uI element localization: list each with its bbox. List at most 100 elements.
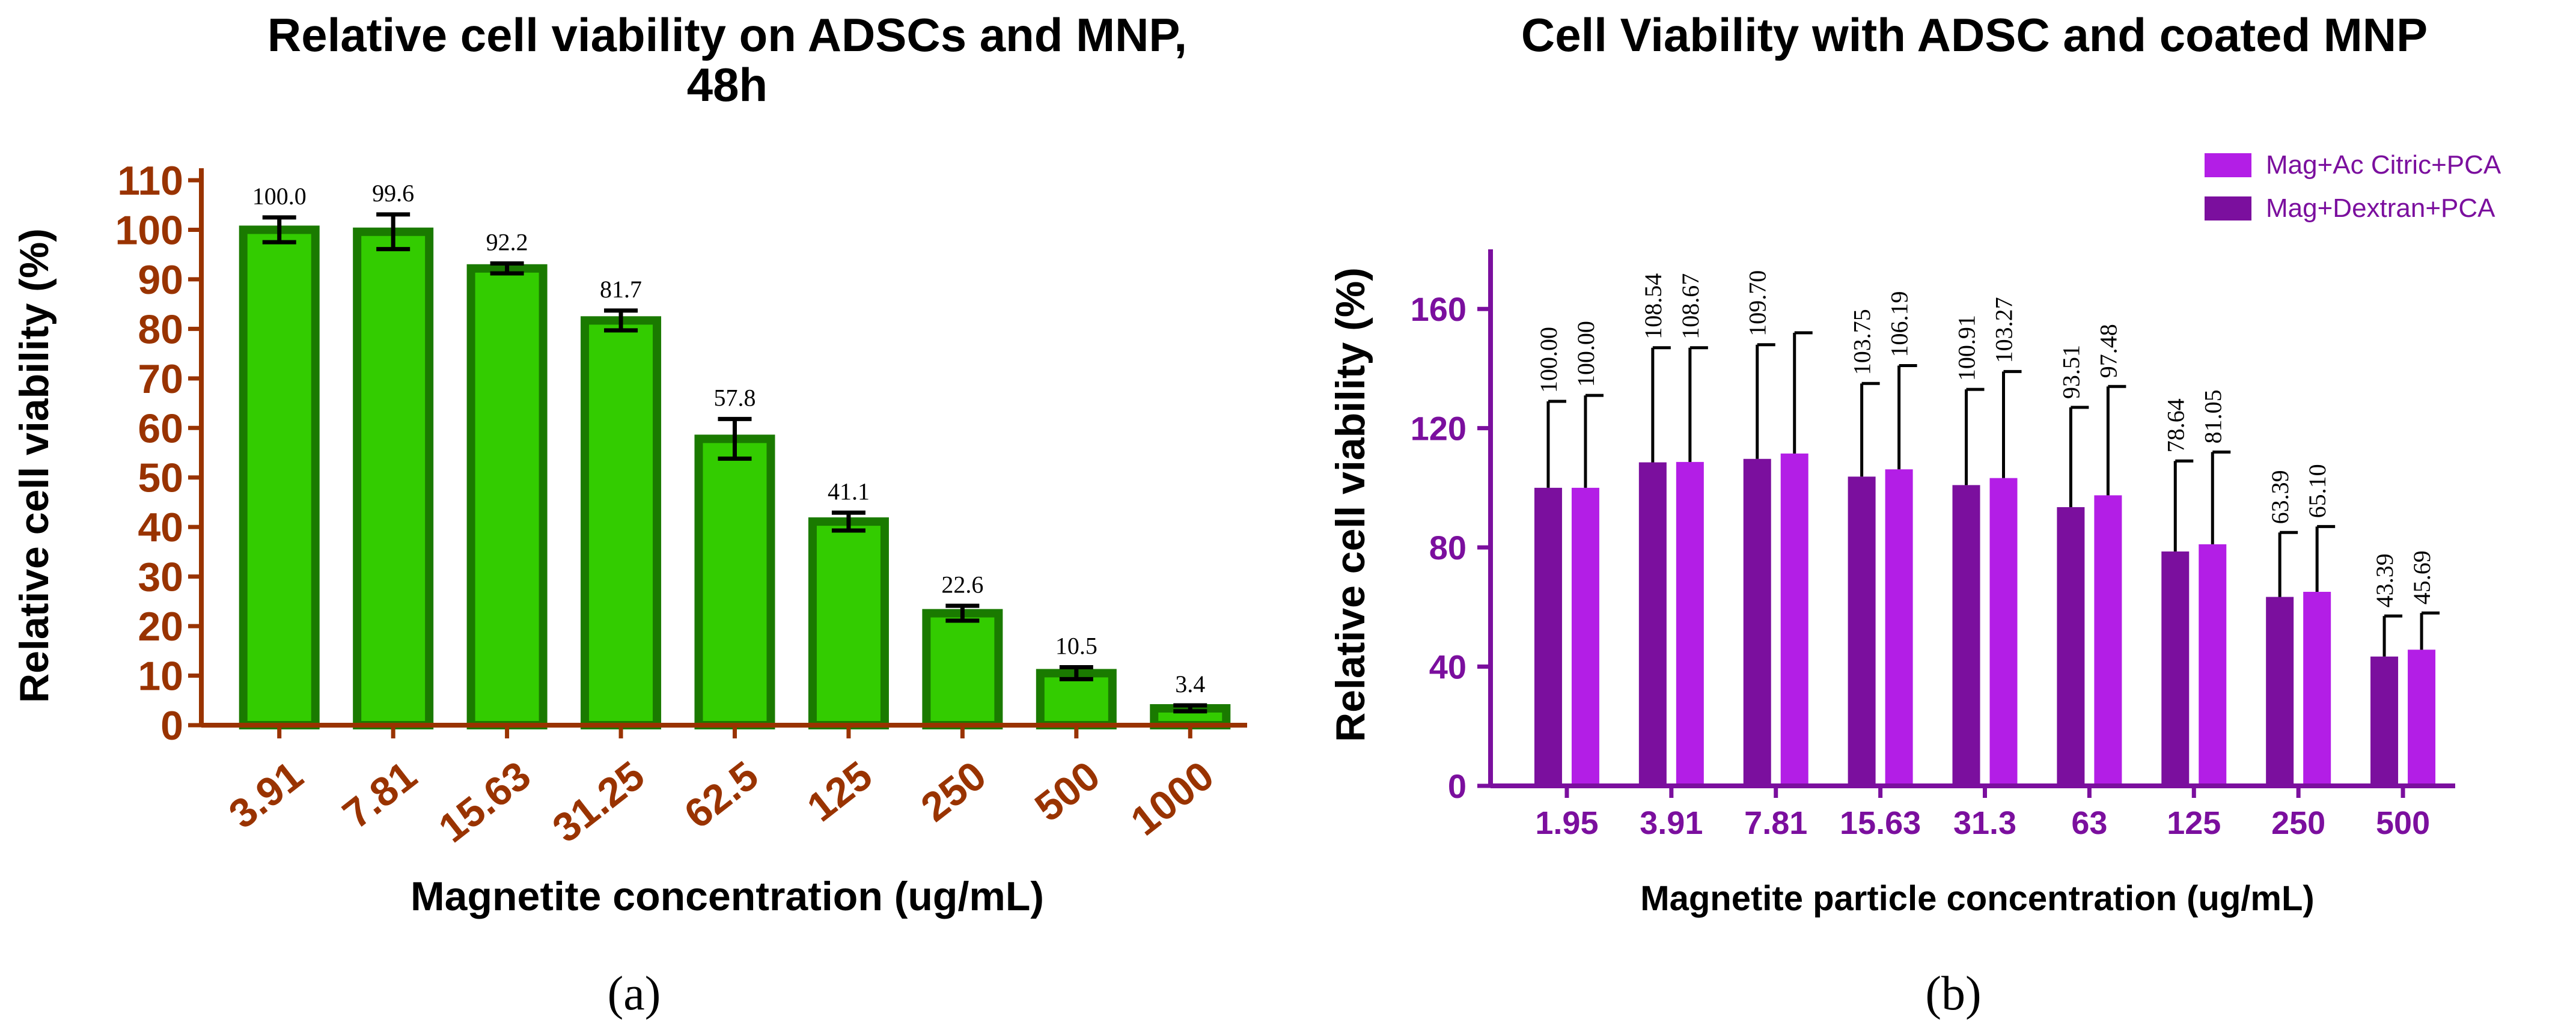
chart-a-x-tick-label-7.81: 7.81 [334,752,425,837]
chart-b-bar-mag-ac-citric-pca-1.95 [1571,487,1599,786]
chart-a-bar-125 [808,517,889,729]
chart-a-bar-7.81 [353,227,434,729]
chart-a-y-tick-label-11: 110 [117,158,183,204]
chart-b: Cell Viability with ADSC and coated MNP … [1328,8,2501,1020]
chart-b-data-label-mag-ac-citric-pca-125: 81.05 [2199,389,2226,443]
chart-a-bar-3.91 [239,225,320,730]
chart-a-data-label-500: 10.5 [1055,633,1097,660]
chart-a-y-tick-label-6: 60 [138,406,183,451]
chart-b-bar-mag-dextran-pca-63 [2057,507,2085,786]
chart-b-bar-mag-dextran-pca-500 [2370,656,2399,786]
chart-a-y-tick-label-3: 30 [138,555,183,600]
chart-a-data-label-62.5: 57.8 [714,384,756,411]
chart-a-x-tick-label-500: 500 [1027,752,1108,830]
chart-b-legend-swatch-mag-ac-citric-pca [2205,153,2251,177]
chart-b-data-label-mag-dextran-pca-31.3: 100.91 [1953,315,1980,381]
chart-a-y-tick-label-5: 50 [138,455,183,501]
chart-a-data-label-15.63: 92.2 [486,229,528,256]
chart-a-data-label-125: 41.1 [828,478,870,505]
chart-b-data-label-mag-dextran-pca-500: 43.39 [2371,553,2398,607]
chart-b-x-tick-label-7.81: 7.81 [1744,805,1807,841]
chart-a-y-tick-label-4: 40 [138,505,183,550]
chart-b-x-tick-label-500: 500 [2376,805,2430,841]
chart-a-bar-62.5 [694,434,775,729]
chart-b-data-label-mag-dextran-pca-7.81: 109.70 [1744,270,1771,336]
chart-a-data-label-3.91: 100.0 [252,183,307,210]
chart-b-data-label-mag-ac-citric-pca-500: 45.69 [2408,550,2435,604]
chart-b-bar-mag-ac-citric-pca-500 [2408,649,2436,786]
chart-b-bar-mag-ac-citric-pca-3.91 [1676,461,1704,786]
chart-a-x-tick-label-31.25: 31.25 [544,752,653,851]
chart-a-y-tick-label-2: 20 [138,604,183,649]
chart-b-y-tick-label-1: 40 [1429,648,1467,686]
chart-b-legend-label-mag-ac-citric-pca: Mag+Ac Citric+PCA [2266,150,2501,180]
chart-b-bar-mag-dextran-pca-7.81 [1743,458,1771,786]
chart-a-x-tick-label-62.5: 62.5 [676,752,767,837]
chart-b-x-axis-label: Magnetite particle concentration (ug/mL) [1640,879,2314,918]
chart-a-y-tick-label-8: 80 [138,306,183,352]
chart-b-data-label-mag-dextran-pca-125: 78.64 [2162,398,2189,452]
panel-label-a: (a) [608,967,661,1020]
chart-a-bar-15.63 [466,264,548,729]
chart-b-y-tick-label-4: 160 [1411,290,1467,328]
chart-a-y-tick-label-9: 90 [138,257,183,303]
chart-a-x-tick-label-3.91: 3.91 [221,752,311,837]
chart-b-bar-mag-dextran-pca-250 [2266,597,2294,786]
chart-a-y-axis-label: Relative cell viability (%) [11,228,57,703]
chart-b-x-tick-label-250: 250 [2271,805,2325,841]
chart-b-data-label-mag-dextran-pca-250: 63.39 [2266,470,2294,524]
chart-a-x-tick-label-15.63: 15.63 [430,752,539,851]
chart-b-bar-mag-ac-citric-pca-250 [2303,592,2331,786]
chart-b-y-tick-label-0: 0 [1448,767,1467,805]
chart-b-y-tick-label-3: 120 [1411,410,1467,448]
chart-b-data-label-mag-ac-citric-pca-31.3: 103.27 [1991,297,2018,363]
chart-a-title-line-2: 48h [687,58,768,111]
chart-b-title: Cell Viability with ADSC and coated MNP [1521,8,2428,61]
chart-b-x-tick-label-3.91: 3.91 [1640,805,1703,841]
chart-b-bar-mag-dextran-pca-31.3 [1952,485,1980,786]
chart-b-data-label-mag-ac-citric-pca-1.95: 100.00 [1572,321,1599,387]
chart-b-bar-mag-dextran-pca-15.63 [1848,476,1876,786]
chart-a-data-label-1000: 3.4 [1175,671,1205,698]
chart-b-bar-mag-dextran-pca-125 [2161,551,2190,786]
chart-a-title-line-1: Relative cell viability on ADSCs and MNP… [267,8,1187,61]
chart-b-y-tick-label-2: 80 [1429,529,1467,567]
chart-a-x-tick-label-125: 125 [799,752,881,830]
chart-b-y-axis-label: Relative cell viability (%) [1328,267,1373,742]
chart-b-x-tick-label-63: 63 [2071,805,2107,841]
chart-b-bar-mag-dextran-pca-3.91 [1638,462,1667,786]
chart-a-x-axis-label: Magnetite concentration (ug/mL) [411,874,1044,919]
chart-b-data-label-mag-ac-citric-pca-63: 97.48 [2095,324,2122,378]
chart-b-legend: Mag+Ac Citric+PCA Mag+Dextran+PCA [2205,150,2501,223]
chart-b-x-tick-label-31.3: 31.3 [1953,805,2016,841]
chart-b-data-label-mag-dextran-pca-3.91: 108.54 [1640,273,1667,339]
chart-a-y-tick-label-7: 70 [138,356,183,402]
chart-a-y-tick-label-0: 0 [160,703,183,749]
chart-b-data-label-mag-dextran-pca-15.63: 103.75 [1849,309,1876,375]
chart-a-y-tick-label-1: 10 [138,654,183,699]
chart-b-bar-mag-dextran-pca-1.95 [1534,487,1562,786]
chart-b-legend-swatch-mag-dextran-pca [2205,196,2251,221]
chart-a-y-tick-label-10: 100 [115,207,183,253]
chart-a-bar-31.25 [581,316,662,729]
chart-b-data-label-mag-ac-citric-pca-3.91: 108.67 [1677,273,1704,339]
chart-b-x-tick-label-125: 125 [2167,805,2221,841]
chart-b-bar-mag-ac-citric-pca-31.3 [1989,478,2018,786]
chart-b-bar-mag-ac-citric-pca-15.63 [1885,469,1913,786]
chart-a-x-tick-label-250: 250 [912,752,994,830]
chart-a-data-label-250: 22.6 [941,571,983,598]
chart-a-bar-250 [922,609,1003,729]
chart-b-data-label-mag-ac-citric-pca-250: 65.10 [2304,464,2331,518]
chart-b-data-label-mag-dextran-pca-1.95: 100.00 [1535,327,1562,393]
chart-a-x-tick-label-1000: 1000 [1123,752,1222,844]
chart-a-data-label-31.25: 81.7 [600,276,642,303]
chart-b-bar-mag-ac-citric-pca-125 [2199,544,2227,786]
chart-b-x-tick-label-1.95: 1.95 [1535,805,1598,841]
chart-b-bar-mag-ac-citric-pca-63 [2094,495,2122,786]
chart-a-data-label-7.81: 99.6 [372,180,414,207]
chart-b-data-label-mag-ac-citric-pca-15.63: 106.19 [1886,291,1913,357]
chart-b-bar-mag-ac-citric-pca-7.81 [1780,453,1808,786]
chart-a: Relative cell viability on ADSCs and MNP… [11,8,1247,1020]
panel-label-b: (b) [1925,967,1981,1020]
